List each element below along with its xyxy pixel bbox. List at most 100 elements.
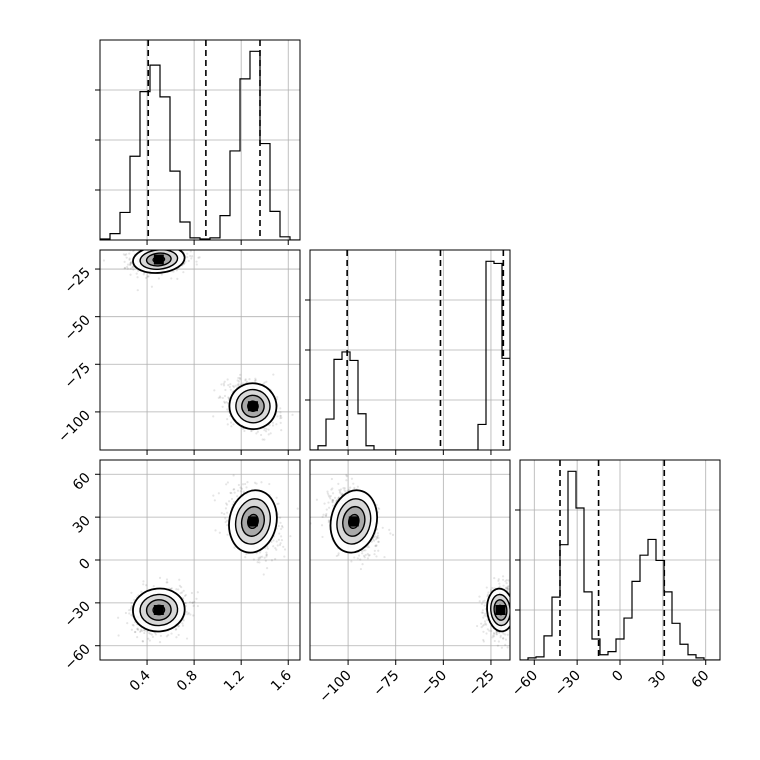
sample-point — [168, 247, 170, 249]
sample-point — [250, 429, 253, 433]
sample-point — [136, 628, 139, 631]
sample-point — [280, 524, 284, 528]
sample-point — [338, 490, 342, 493]
sample-point — [156, 247, 158, 249]
sample-point — [133, 598, 136, 601]
sample-point — [513, 620, 515, 622]
sample-point — [327, 520, 330, 524]
sample-point — [337, 482, 340, 485]
sample-point — [161, 244, 163, 246]
sample-point — [161, 246, 163, 248]
sample-point — [511, 603, 513, 605]
sample-point — [181, 624, 185, 627]
sample-point — [155, 246, 157, 248]
sample-point — [329, 497, 332, 500]
sample-point — [277, 538, 280, 541]
sample-point — [157, 247, 159, 249]
sample-point — [141, 640, 144, 643]
sample-point — [359, 558, 362, 561]
sample-point — [279, 521, 282, 524]
sample-point — [178, 247, 180, 249]
sample-point — [239, 486, 242, 489]
sample-point — [484, 612, 487, 615]
sample-point — [343, 489, 346, 492]
sample-point — [484, 622, 487, 625]
sample-point — [178, 242, 180, 244]
sample-point — [220, 511, 223, 515]
sample-point — [147, 637, 150, 640]
sample-point — [262, 573, 265, 576]
sample-point — [282, 545, 285, 548]
sample-point — [175, 636, 178, 639]
sample-point — [165, 635, 168, 638]
sample-point — [480, 626, 483, 629]
sample-point — [276, 396, 279, 399]
sample-point — [480, 602, 483, 606]
sample-point — [140, 590, 143, 593]
y-tick-label: −60 — [62, 641, 94, 673]
sample-point — [131, 266, 134, 269]
sample-point — [261, 438, 264, 441]
sample-point — [151, 635, 155, 638]
sample-point — [244, 556, 247, 559]
sample-point — [223, 401, 227, 404]
sample-point — [514, 614, 516, 616]
sample-point — [237, 382, 240, 385]
sample-point — [518, 628, 520, 630]
sample-point — [245, 552, 248, 556]
sample-point — [504, 587, 507, 590]
x-tick-label: 0.4 — [127, 667, 154, 694]
sample-point — [125, 253, 128, 256]
sample-point — [220, 383, 223, 386]
sample-point — [134, 630, 137, 634]
sample-point — [275, 548, 278, 551]
sample-point — [511, 615, 513, 617]
sample-point — [279, 416, 282, 420]
sample-point — [361, 563, 364, 566]
sample-point — [125, 265, 129, 269]
sample-point — [159, 247, 161, 249]
sample-point — [184, 593, 187, 597]
sample-point — [359, 567, 363, 571]
sample-point — [182, 589, 185, 592]
sample-point — [257, 558, 260, 561]
sample-point — [345, 479, 348, 482]
sample-point — [245, 486, 248, 489]
sample-point — [481, 600, 485, 603]
sample-point — [234, 384, 237, 387]
sample-point — [177, 633, 180, 637]
sample-point — [276, 502, 279, 506]
sample-point — [501, 575, 505, 578]
sample-point — [226, 378, 229, 381]
sample-point — [486, 618, 489, 621]
sample-point — [497, 578, 500, 581]
sample-point — [504, 638, 508, 641]
sample-point — [256, 561, 259, 564]
x-tick-label: 1.6 — [268, 667, 295, 694]
density-peak — [348, 516, 359, 527]
sample-point — [129, 263, 132, 267]
histogram-p0 — [100, 50, 300, 240]
sample-point — [188, 601, 192, 604]
sample-point — [217, 396, 220, 399]
sample-point — [170, 277, 173, 280]
sample-point — [129, 262, 132, 265]
sample-point — [492, 631, 496, 635]
sample-point — [182, 619, 185, 622]
sample-point — [343, 487, 346, 490]
x-tick-label: 0 — [609, 668, 627, 686]
sample-point — [143, 629, 147, 632]
sample-point — [375, 538, 378, 541]
sample-point — [481, 609, 484, 612]
sample-point — [483, 620, 487, 623]
sample-point — [239, 378, 242, 381]
sample-point — [187, 259, 190, 262]
sample-point — [516, 603, 518, 605]
sample-point — [196, 604, 199, 608]
density-peak — [495, 605, 506, 615]
sample-point — [240, 487, 244, 490]
y-tick-label: 60 — [70, 470, 94, 494]
sample-point — [170, 241, 172, 243]
sample-point — [221, 396, 224, 400]
sample-point — [270, 559, 274, 562]
